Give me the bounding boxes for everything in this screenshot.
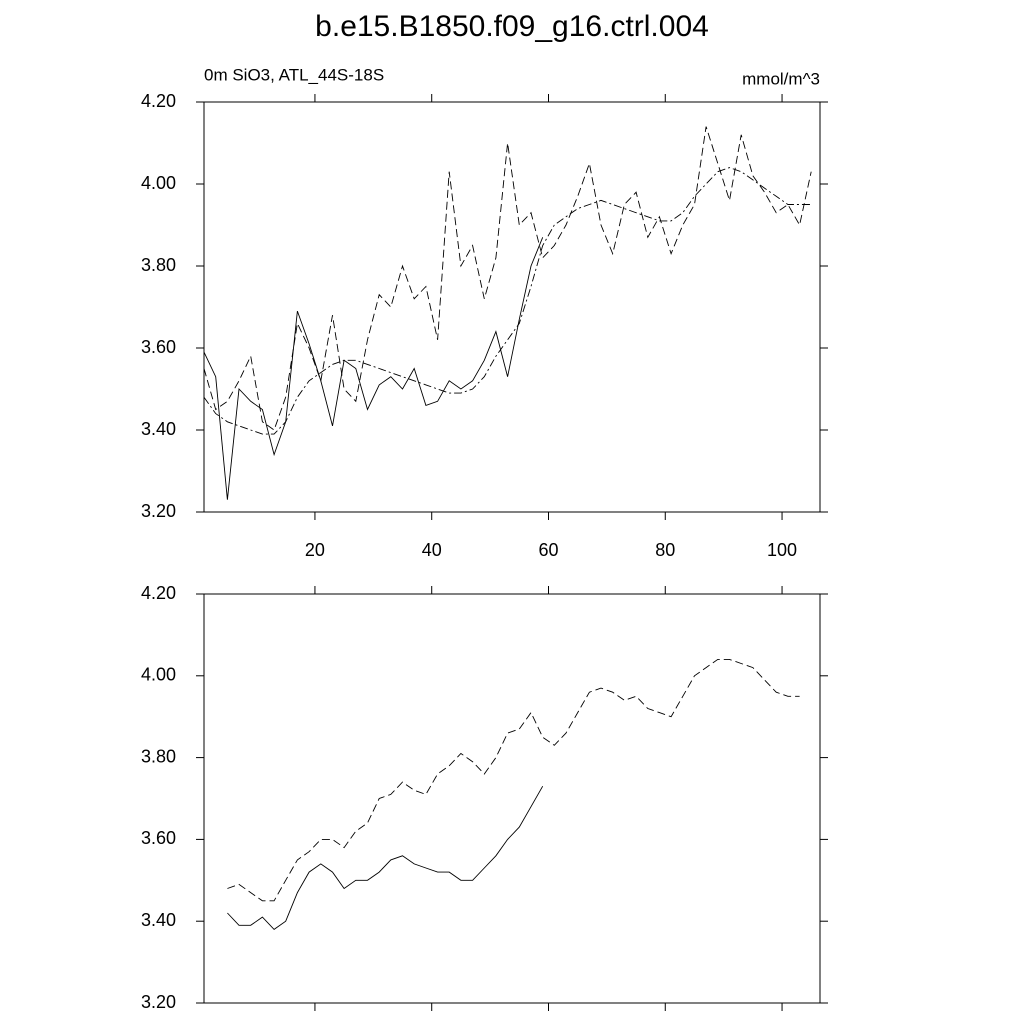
- y-tick-label: 4.20: [141, 583, 176, 603]
- y-tick-label: 3.60: [141, 828, 176, 848]
- series-line: [227, 785, 544, 930]
- series-line: [203, 167, 812, 435]
- figure-title: b.e15.B1850.f09_g16.ctrl.004: [315, 10, 709, 43]
- x-tick-label: 80: [655, 540, 675, 560]
- y-tick-label: 4.00: [141, 665, 176, 685]
- subtitle-left: 0m SiO3, ATL_44S-18S: [204, 65, 384, 84]
- y-tick-label: 3.40: [141, 419, 176, 439]
- x-tick-label: 60: [538, 540, 558, 560]
- y-tick-label: 3.80: [141, 746, 176, 766]
- series-line: [203, 126, 812, 431]
- y-tick-label: 3.60: [141, 337, 176, 357]
- y-tick-label: 3.40: [141, 910, 176, 930]
- y-tick-label: 3.20: [141, 992, 176, 1012]
- plot-frame: [203, 593, 821, 1004]
- y-tick-label: 4.00: [141, 173, 176, 193]
- subtitle-right: mmol/m^3: [742, 69, 820, 88]
- plot-frame: [203, 101, 821, 513]
- series-line: [203, 237, 544, 500]
- y-tick-label: 3.20: [141, 501, 176, 521]
- x-tick-label: 40: [422, 540, 442, 560]
- series-line: [227, 658, 800, 902]
- x-tick-label: 20: [305, 540, 325, 560]
- y-tick-label: 4.20: [141, 91, 176, 111]
- y-tick-label: 3.80: [141, 255, 176, 275]
- x-tick-label: 100: [767, 540, 797, 560]
